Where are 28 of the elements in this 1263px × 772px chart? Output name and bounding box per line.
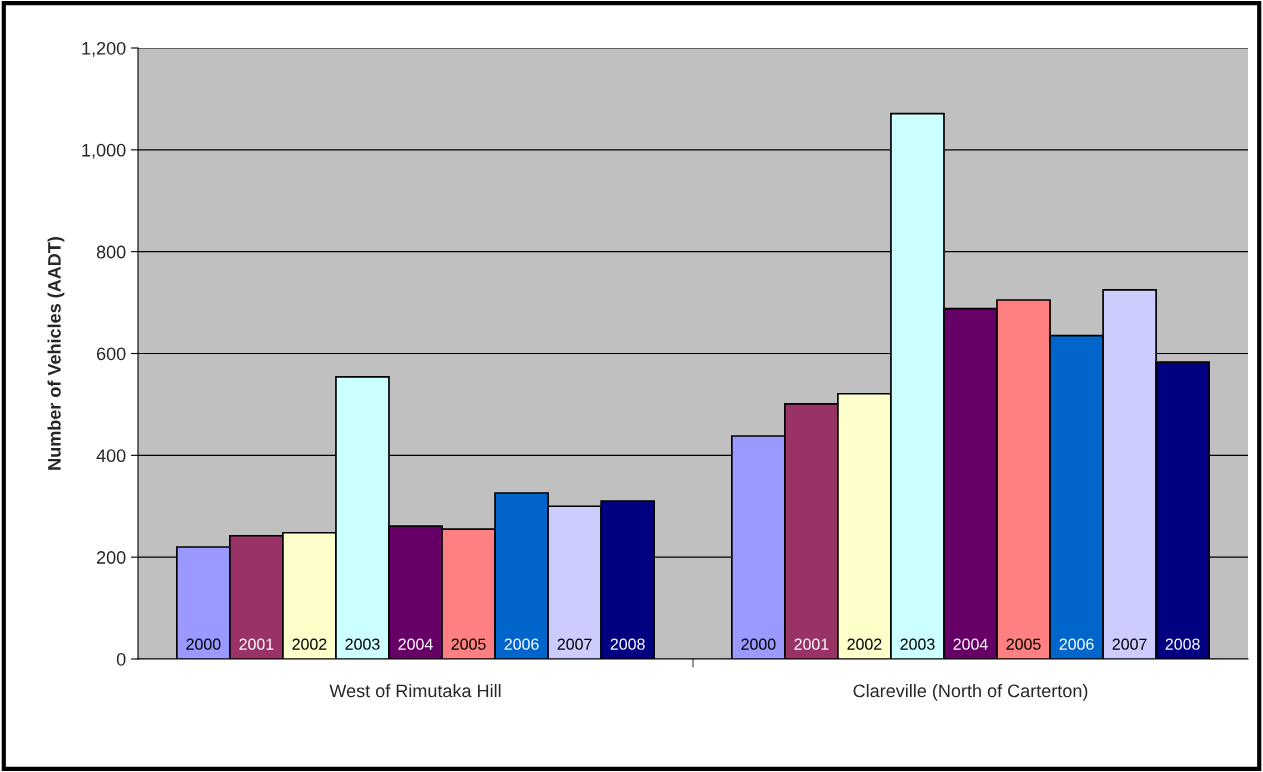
series-label: 2000 [186, 638, 221, 650]
series-label: 2005 [451, 638, 486, 650]
y-tick-label: 800 [96, 245, 126, 259]
y-tick-label: 1,000 [82, 143, 126, 159]
y-tick-label: 400 [96, 449, 126, 463]
series-label: 2004 [398, 638, 433, 650]
text: 2004 [953, 638, 988, 650]
text: 2008 [1165, 638, 1200, 650]
y-tick-label: 600 [96, 347, 126, 361]
text: 2003 [900, 638, 935, 650]
y-tick-label: 200 [96, 551, 126, 564]
series-label: 2006 [504, 638, 539, 650]
series-label: 2002 [292, 638, 327, 650]
x-tick-label: West of Rimutaka Hill [329, 684, 501, 698]
series-label: 2001 [239, 638, 274, 650]
series-label: 2008 [610, 638, 645, 650]
y-axis-title: Number of Vehicles (AADT) [47, 237, 65, 470]
series-label: 2007 [557, 638, 592, 650]
text: 2006 [1059, 638, 1094, 650]
text: 2002 [847, 638, 882, 650]
y-tick-label: 0 [116, 652, 126, 666]
y-tick-label: 1,200 [82, 41, 126, 57]
x-tick-label: Clareville (North of Carterton) [853, 684, 1088, 701]
series-label: 2003 [345, 638, 380, 650]
text: 2005 [1006, 638, 1041, 650]
text: 2001 [794, 638, 829, 650]
text: 2000 [741, 638, 776, 650]
text: 2007 [1112, 638, 1147, 650]
